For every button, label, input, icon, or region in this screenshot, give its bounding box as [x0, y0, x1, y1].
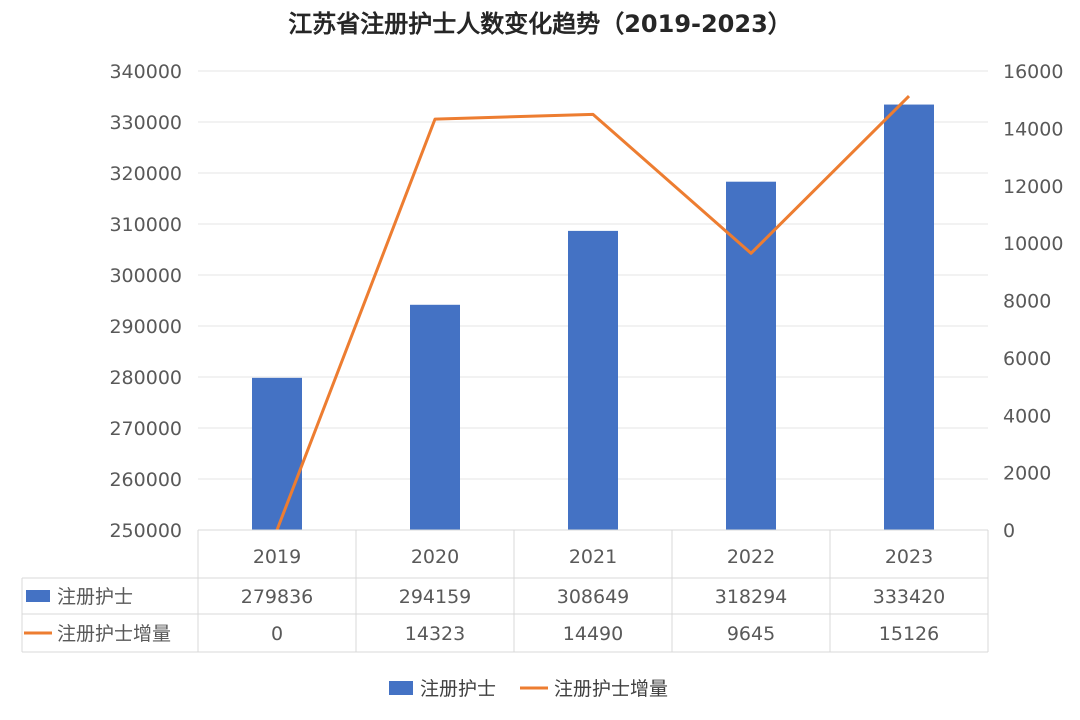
right-axis-tick-label: 2000: [1003, 463, 1051, 485]
left-axis-tick-label: 270000: [109, 418, 182, 440]
left-axis-tick-label: 260000: [109, 469, 182, 491]
left-axis: 340000 330000 320000 310000 300000 290000 2800…: [109, 61, 182, 542]
table-row-header: 注册护士增量: [57, 623, 171, 645]
table-series-key-bar: [26, 590, 50, 602]
table-cell: 294159: [399, 586, 472, 608]
table-cell: 14490: [563, 623, 623, 645]
right-axis-tick-label: 12000: [1003, 176, 1063, 198]
table-cell: 333420: [873, 586, 946, 608]
category-label: 2023: [885, 546, 933, 568]
category-label: 2020: [411, 546, 459, 568]
right-axis-tick-label: 0: [1003, 520, 1015, 542]
table-cell: 0: [271, 623, 283, 645]
right-axis-tick-label: 14000: [1003, 118, 1063, 140]
legend: 注册护士 注册护士增量: [389, 678, 668, 700]
table-cell: 9645: [727, 623, 775, 645]
category-label: 2022: [727, 546, 775, 568]
data-table: 2019 2020 2021 2022 2023 注册护士 279836 294159 3086…: [21, 529, 989, 653]
bar-series: [252, 104, 934, 531]
left-axis-tick-label: 290000: [109, 316, 182, 338]
bar: [410, 304, 460, 530]
category-label: 2019: [253, 546, 301, 568]
right-axis-tick-label: 8000: [1003, 291, 1051, 313]
bar: [884, 104, 934, 531]
legend-label: 注册护士: [420, 678, 496, 700]
left-axis-tick-label: 330000: [109, 112, 182, 134]
line-series: [275, 95, 911, 531]
legend-key-bar: [389, 681, 413, 695]
left-axis-tick-label: 300000: [109, 265, 182, 287]
table-cell: 308649: [557, 586, 630, 608]
chart-title: 江苏省注册护士人数变化趋势（2019-2023）: [288, 10, 792, 38]
left-axis-tick-label: 310000: [109, 214, 182, 236]
bar: [568, 230, 618, 530]
left-axis-tick-label: 250000: [109, 520, 182, 542]
right-axis-tick-label: 16000: [1003, 61, 1063, 83]
table-cell: 318294: [715, 586, 788, 608]
right-axis-tick-label: 4000: [1003, 405, 1051, 427]
category-label: 2021: [569, 546, 617, 568]
table-cell: 14323: [405, 623, 465, 645]
bar: [252, 377, 302, 530]
table-cell: 279836: [241, 586, 314, 608]
table-row-header: 注册护士: [57, 586, 133, 608]
left-axis-tick-label: 280000: [109, 367, 182, 389]
left-axis-tick-label: 340000: [109, 61, 182, 83]
right-axis: 16000 14000 12000 10000 8000 6000 4000 2000 0: [1003, 61, 1063, 542]
left-axis-tick-label: 320000: [109, 163, 182, 185]
table-cell: 15126: [879, 623, 939, 645]
right-axis-tick-label: 10000: [1003, 233, 1063, 255]
legend-label: 注册护士增量: [554, 678, 668, 700]
right-axis-tick-label: 6000: [1003, 348, 1051, 370]
